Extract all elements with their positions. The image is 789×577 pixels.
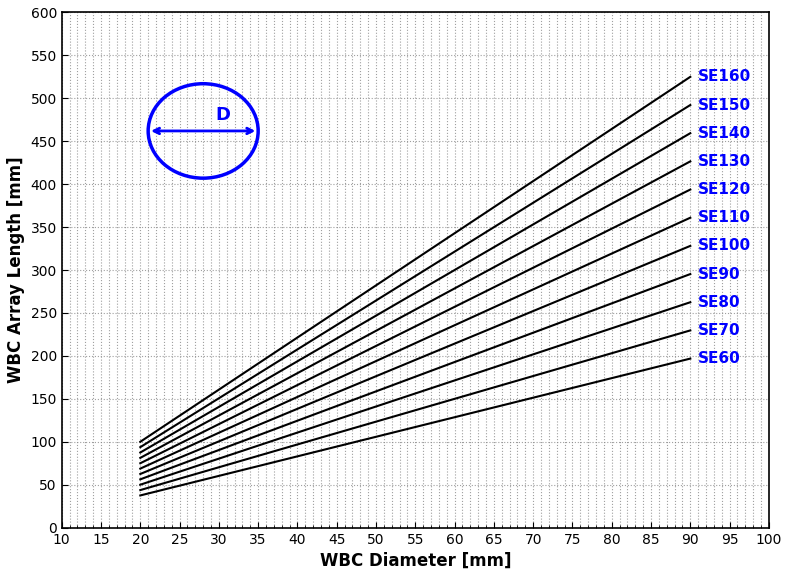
X-axis label: WBC Diameter [mm]: WBC Diameter [mm]	[320, 552, 511, 570]
Y-axis label: WBC Array Length [mm]: WBC Array Length [mm]	[7, 157, 25, 383]
Text: SE70: SE70	[698, 323, 741, 338]
Text: D: D	[215, 106, 230, 124]
Text: SE110: SE110	[698, 210, 751, 225]
Text: SE120: SE120	[698, 182, 751, 197]
Text: SE100: SE100	[698, 238, 751, 253]
Text: SE140: SE140	[698, 126, 751, 141]
Text: SE160: SE160	[698, 69, 751, 84]
Text: SE90: SE90	[698, 267, 741, 282]
Text: SE60: SE60	[698, 351, 741, 366]
Text: SE150: SE150	[698, 98, 751, 113]
Text: SE80: SE80	[698, 295, 741, 310]
Text: SE130: SE130	[698, 154, 751, 169]
